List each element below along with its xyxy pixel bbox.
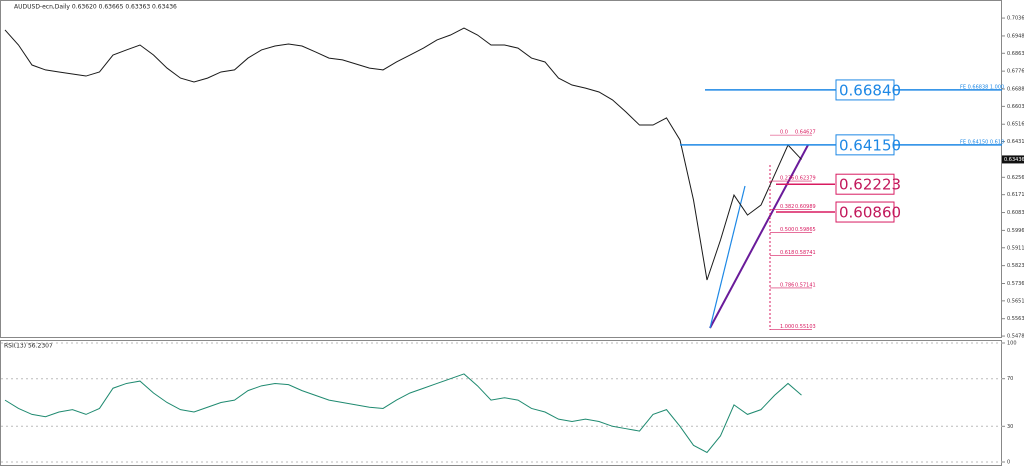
level-label: 0.66840 — [839, 81, 901, 99]
level-box — [835, 134, 895, 156]
fib-ratio: 0.500 — [780, 227, 794, 233]
level-label: 0.60860 — [839, 204, 901, 222]
fib-price: 0.59865 — [795, 227, 816, 233]
expansion-label: FE 0.64150 0.618 — [960, 139, 1004, 145]
y-tick-label: 100 — [1007, 341, 1017, 347]
fib-ratio: 1.000 — [780, 324, 794, 330]
price-panel — [0, 0, 1002, 338]
chart-title: AUDUSD-ecn,Daily 0.63620 0.63665 0.63363… — [14, 4, 177, 11]
y-tick-label: 0.54785 — [1007, 334, 1024, 340]
fib-ratio: 0.0 — [780, 130, 788, 136]
rsi-panel — [0, 340, 1002, 466]
level-box — [835, 173, 895, 195]
fib-ratio: 0.236 — [780, 176, 794, 182]
y-tick-label: 0.66885 — [1007, 87, 1024, 93]
fib-price: 0.57141 — [795, 282, 816, 288]
expansion-label: FE 0.66838 1.000 — [960, 84, 1004, 90]
last-price-label: 0.63436 — [1004, 157, 1024, 163]
fib-price: 0.62379 — [795, 176, 816, 182]
y-tick-label: 30 — [1007, 424, 1013, 430]
fib-price: 0.64627 — [795, 130, 816, 136]
trend-line — [709, 144, 809, 329]
price-line — [4, 27, 802, 281]
y-tick-label: 0.66035 — [1007, 104, 1024, 110]
rsi-title: RSI(13) 56.2307 — [4, 343, 53, 350]
level-box — [835, 79, 895, 101]
y-tick-label: 70 — [1007, 376, 1013, 382]
y-tick-label: 0.55635 — [1007, 316, 1024, 322]
price-line — [4, 373, 802, 454]
fib-price: 0.60989 — [795, 204, 816, 210]
last-price-box — [1002, 155, 1024, 164]
y-tick-label: 0.69485 — [1007, 33, 1024, 39]
fib-price: 0.58741 — [795, 250, 816, 256]
fib-price: 0.55103 — [795, 324, 816, 330]
trend-line — [709, 185, 746, 329]
level-label: 0.64150 — [839, 136, 901, 154]
y-tick-label: 0.58235 — [1007, 263, 1024, 269]
fib-ratio: 0.382 — [780, 204, 794, 210]
y-tick-label: 0 — [1007, 460, 1010, 466]
y-tick-label: 0.60835 — [1007, 210, 1024, 216]
level-box — [835, 201, 895, 223]
fib-ratio: 0.618 — [780, 250, 794, 256]
level-label: 0.62223 — [839, 176, 901, 194]
y-tick-label: 0.68635 — [1007, 51, 1024, 57]
fib-ratio: 0.786 — [780, 282, 794, 288]
